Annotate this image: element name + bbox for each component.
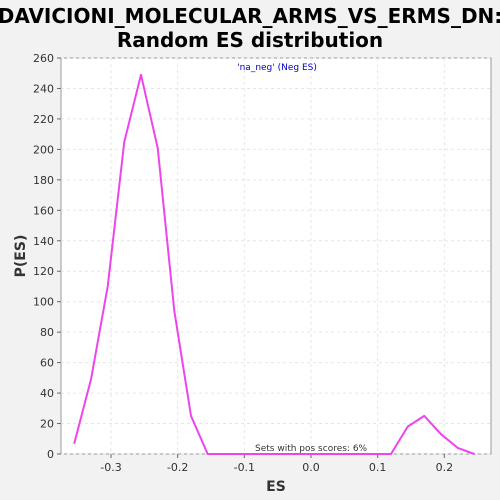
x-tick-label: 0.2 xyxy=(436,461,454,474)
y-tick-label: 0 xyxy=(47,448,54,461)
series-point xyxy=(106,285,109,288)
series-point xyxy=(456,447,459,449)
series-point xyxy=(223,453,226,455)
y-tick-label: 80 xyxy=(40,326,54,339)
y-tick-label: 180 xyxy=(33,174,54,187)
y-tick-label: 100 xyxy=(33,296,54,309)
series-point xyxy=(256,453,259,455)
x-tick-label: 0.1 xyxy=(369,461,387,474)
y-tick-label: 40 xyxy=(40,387,54,400)
y-tick-label: 140 xyxy=(33,235,54,248)
series-point xyxy=(440,433,442,436)
x-tick-label: -0.2 xyxy=(167,461,188,474)
annotation-pos-scores: Sets with pos scores: 6% xyxy=(255,444,368,454)
y-axis-ticks: 0 20 40 60 80 100 120 140 160 180 200 220 240 260 xyxy=(33,52,61,461)
series-points xyxy=(73,74,476,455)
x-tick-label: -0.1 xyxy=(234,461,255,474)
y-tick-label: 60 xyxy=(40,357,54,370)
y-axis-title: P(ES) xyxy=(13,235,29,278)
series-point xyxy=(390,453,392,455)
annotation-neg-es: 'na_neg' (Neg ES) xyxy=(237,63,317,73)
y-tick-label: 220 xyxy=(33,113,54,126)
series-point xyxy=(473,453,476,455)
series-point xyxy=(290,453,292,455)
chart-title-line-2: Random ES distribution xyxy=(117,28,383,52)
y-tick-label: 240 xyxy=(33,82,54,95)
series-point xyxy=(423,415,426,417)
series-point xyxy=(406,425,409,428)
y-tick-label: 260 xyxy=(33,52,54,65)
x-axis-ticks: -0.3 -0.2 -0.1 0.0 0.1 0.2 xyxy=(100,454,453,474)
series-point xyxy=(323,453,326,455)
x-tick-label: -0.3 xyxy=(100,461,121,474)
series-point xyxy=(73,442,76,445)
y-tick-label: 20 xyxy=(40,418,54,431)
plot-area xyxy=(60,57,492,455)
series-point xyxy=(173,310,176,312)
series-point xyxy=(140,74,142,76)
series-point xyxy=(240,453,242,455)
series-point xyxy=(123,141,126,143)
x-tick-label: 0.0 xyxy=(302,461,320,474)
series-point xyxy=(156,147,159,149)
chart-title-line-1: DAVICIONI_MOLECULAR_ARMS_VS_ERMS_DN: xyxy=(0,4,500,28)
series-point xyxy=(356,453,359,455)
y-tick-label: 200 xyxy=(33,143,54,156)
series-point xyxy=(306,453,309,455)
series-point xyxy=(206,453,209,455)
series-point xyxy=(90,378,92,381)
y-tick-label: 120 xyxy=(33,265,54,278)
y-tick-label: 160 xyxy=(33,204,54,217)
series-point xyxy=(273,453,276,455)
series-point xyxy=(340,453,342,455)
series-point xyxy=(373,453,376,455)
x-axis-title: ES xyxy=(266,479,286,495)
grid xyxy=(61,57,491,455)
series-point xyxy=(190,415,192,417)
